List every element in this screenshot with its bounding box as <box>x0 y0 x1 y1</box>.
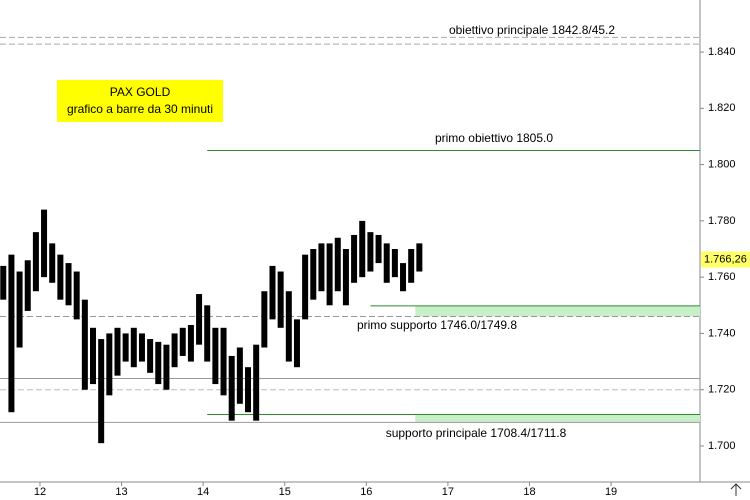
annotation: primo supporto 1746.0/1749.8 <box>357 318 517 332</box>
y-tick-label: 1.760 <box>708 271 736 283</box>
price-bar <box>212 327 219 385</box>
price-bar <box>163 344 170 390</box>
price-bar <box>302 254 309 320</box>
x-tick-label: 17 <box>442 486 454 498</box>
last-price-label: 1.766,26 <box>704 253 747 265</box>
x-tick-label: 15 <box>279 486 291 498</box>
price-bar <box>228 355 235 421</box>
price-bar <box>359 220 366 278</box>
price-bar <box>400 263 407 292</box>
price-bar <box>49 243 56 283</box>
price-bar <box>130 327 137 368</box>
price-bar <box>408 249 415 283</box>
price-bar <box>334 237 341 292</box>
price-bar <box>253 344 260 421</box>
price-bar <box>65 263 72 306</box>
price-bar <box>293 319 300 368</box>
x-tick-label: 19 <box>605 486 617 498</box>
price-bar <box>269 265 276 320</box>
y-tick-label: 1.820 <box>708 102 736 114</box>
price-bar <box>179 327 186 356</box>
annotation: supporto principale 1708.4/1711.8 <box>386 426 567 440</box>
price-bar <box>383 243 390 283</box>
chart-title: PAX GOLD <box>110 85 171 99</box>
price-bar <box>171 333 178 368</box>
price-bar <box>375 234 382 264</box>
price-bar <box>98 339 105 444</box>
x-tick-label: 13 <box>115 486 127 498</box>
price-bar <box>367 232 374 272</box>
price-bar <box>342 249 349 306</box>
price-bar <box>0 265 7 300</box>
price-bar <box>326 243 333 306</box>
price-bar <box>24 260 31 311</box>
y-tick-label: 1.840 <box>708 46 736 58</box>
title-box <box>57 80 223 122</box>
price-bar <box>16 271 23 348</box>
price-bar <box>416 243 423 272</box>
annotation: primo obiettivo 1805.0 <box>435 131 553 145</box>
price-bar <box>236 347 243 404</box>
price-bar <box>8 254 15 413</box>
price-bar <box>155 341 162 385</box>
y-tick-label: 1.780 <box>708 215 736 227</box>
last-price-box <box>701 251 750 268</box>
price-bar <box>32 232 39 292</box>
price-bar <box>106 333 113 396</box>
price-bar <box>187 324 194 362</box>
price-bar <box>204 305 211 362</box>
price-bar <box>114 327 121 376</box>
price-bar <box>351 234 358 283</box>
x-tick-label: 16 <box>360 486 372 498</box>
price-bar <box>285 291 292 362</box>
price-bar <box>318 243 325 292</box>
y-tick-label: 1.740 <box>708 327 736 339</box>
y-tick-label: 1.720 <box>708 384 736 396</box>
x-tick-label: 14 <box>197 486 209 498</box>
support-band <box>415 305 700 317</box>
price-bar <box>391 249 398 278</box>
x-tick-label: 18 <box>523 486 535 498</box>
price-bar <box>277 271 284 328</box>
price-bar <box>196 294 203 345</box>
price-bar <box>41 209 48 278</box>
y-tick-label: 1.800 <box>708 159 736 171</box>
price-bar <box>147 339 154 373</box>
annotation: obiettivo principale 1842.8/45.2 <box>449 23 615 37</box>
price-bar <box>73 271 80 320</box>
support-band <box>415 414 700 423</box>
price-bar <box>81 299 88 390</box>
y-tick-label: 1.700 <box>708 440 736 452</box>
price-bar <box>122 333 129 362</box>
price-bar <box>310 249 317 300</box>
price-bar <box>261 291 268 348</box>
price-bar <box>220 327 227 396</box>
price-bar <box>57 254 64 300</box>
price-bar <box>138 333 145 362</box>
chart-subtitle: grafico a barre da 30 minuti <box>67 102 213 116</box>
price-bar <box>90 327 97 385</box>
x-tick-label: 12 <box>34 486 46 498</box>
price-bar <box>245 367 252 413</box>
scroll-icon[interactable] <box>730 483 742 496</box>
